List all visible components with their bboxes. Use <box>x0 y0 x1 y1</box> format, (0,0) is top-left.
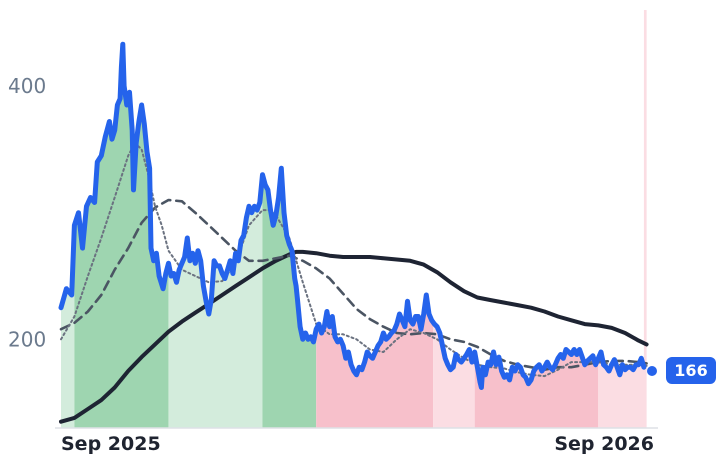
x-tick-label: Sep 2026 <box>554 433 654 455</box>
series-lines <box>58 41 649 424</box>
y-tick-label: 200 <box>8 327 46 351</box>
last-value-marker: 166 <box>647 357 716 384</box>
left-mask <box>0 0 61 428</box>
last-value-badge <box>666 357 716 384</box>
x-tick-label: Sep 2025 <box>61 433 161 455</box>
y-axis-ticks: 200 400 <box>8 74 46 351</box>
sma-long-line <box>59 249 649 424</box>
last-value-label: 166 <box>674 361 707 380</box>
y-tick-label: 400 <box>8 74 46 98</box>
x-axis-ticks: Sep 2025 Sep 2026 <box>61 433 654 455</box>
right-mask <box>652 0 718 428</box>
price-line <box>58 41 647 390</box>
last-value-dot <box>647 366 657 376</box>
